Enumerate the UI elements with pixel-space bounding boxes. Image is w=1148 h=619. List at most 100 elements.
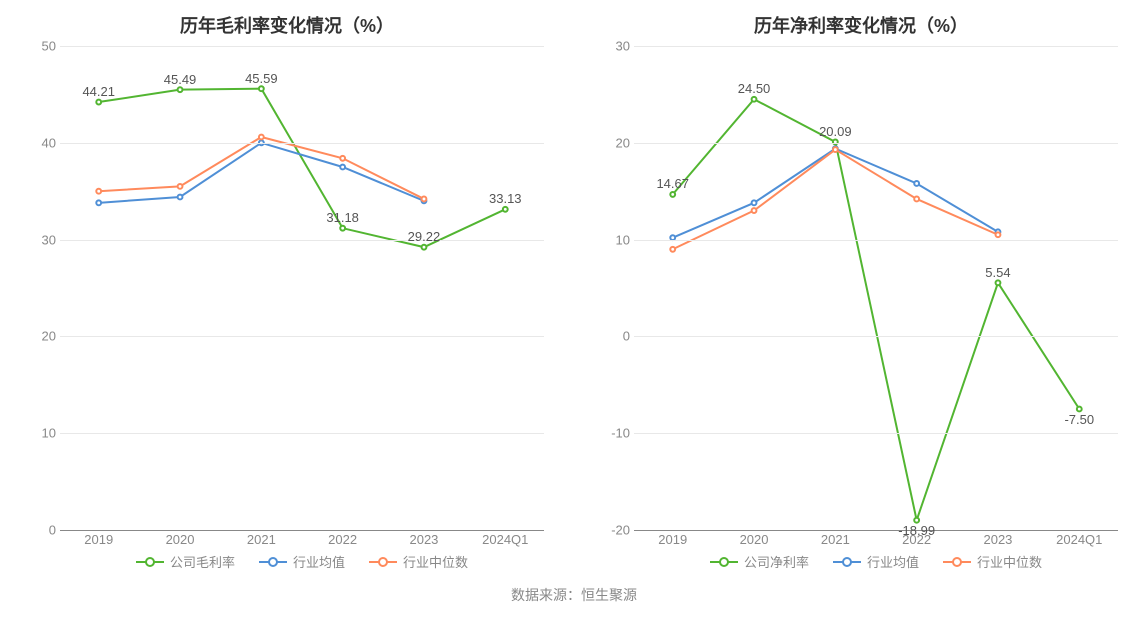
y-tick-label: 10 [20,426,56,441]
x-axis: 201920202021202220232024Q1 [60,532,544,552]
legend-marker-icon [136,556,164,568]
legend-marker-icon [369,556,397,568]
series-marker-company_gross [422,245,427,250]
y-tick-label: 30 [20,232,56,247]
series-line-industry_avg [99,143,424,203]
legend-item-company_net[interactable]: 公司净利率 [710,552,809,571]
legend-marker-icon [943,556,971,568]
legend-item-industry_avg[interactable]: 行业均值 [259,552,345,571]
x-tick-label: 2020 [740,532,769,547]
data-label: 45.49 [164,72,197,87]
x-axis-baseline [634,530,1118,531]
y-tick-label: 50 [20,39,56,54]
data-label: 14.67 [656,176,689,191]
y-tick-label: 0 [20,523,56,538]
series-marker-industry_avg [96,200,101,205]
series-line-industry_median [673,150,998,250]
series-marker-industry_median [178,184,183,189]
charts-container: 历年毛利率变化情况（%） 01020304050 201920202021202… [0,0,1148,619]
grid-line [60,433,544,434]
grid-line [60,240,544,241]
right-y-axis: -20-100102030 [594,46,630,530]
y-tick-label: 40 [20,135,56,150]
series-marker-company_net [670,192,675,197]
data-label: 33.13 [489,191,522,206]
left-plot-area: 01020304050 201920202021202220232024Q144… [60,46,544,530]
data-source-label: 数据来源：恒生聚源 [0,579,1148,619]
grid-line [634,433,1118,434]
left-svg [60,46,544,530]
series-marker-industry_median [996,232,1001,237]
series-marker-industry_median [833,147,838,152]
right-chart-panel: 历年净利率变化情况（%） -20-100102030 2019202020212… [574,0,1148,579]
series-marker-company_net [1077,407,1082,412]
data-label: 44.21 [82,84,115,99]
x-tick-label: 2023 [409,532,438,547]
legend-item-industry_median[interactable]: 行业中位数 [943,552,1042,571]
data-label: 5.54 [985,265,1010,280]
data-label: 45.59 [245,71,278,86]
data-label: 20.09 [819,124,852,139]
grid-line [60,336,544,337]
right-plot-area: -20-100102030 201920202021202220232024Q1… [634,46,1118,530]
x-tick-label: 2021 [247,532,276,547]
x-tick-label: 2020 [166,532,195,547]
x-tick-label: 2023 [983,532,1012,547]
legend-item-industry_avg[interactable]: 行业均值 [833,552,919,571]
series-line-company_gross [99,89,506,247]
legend-marker-icon [710,556,738,568]
left-chart-title: 历年毛利率变化情况（%） [10,0,564,46]
legend-marker-icon [259,556,287,568]
x-axis: 201920202021202220232024Q1 [634,532,1118,552]
series-marker-industry_median [422,197,427,202]
legend-item-industry_median[interactable]: 行业中位数 [369,552,468,571]
series-marker-industry_median [259,135,264,140]
y-tick-label: 0 [594,329,630,344]
series-marker-company_gross [96,100,101,105]
legend-label: 行业中位数 [403,552,468,571]
series-marker-company_net [752,97,757,102]
x-tick-label: 2019 [658,532,687,547]
series-line-industry_median [99,137,424,199]
series-marker-company_gross [259,86,264,91]
series-line-industry_avg [673,149,998,238]
series-marker-industry_median [752,208,757,213]
series-marker-industry_avg [340,165,345,170]
series-marker-industry_avg [178,195,183,200]
data-label: -18.99 [898,523,935,538]
y-tick-label: 20 [20,329,56,344]
legend-label: 行业均值 [293,552,345,571]
legend-label: 公司毛利率 [170,552,235,571]
series-marker-industry_median [340,156,345,161]
legend-item-company_gross[interactable]: 公司毛利率 [136,552,235,571]
x-tick-label: 2021 [821,532,850,547]
series-marker-industry_avg [914,181,919,186]
series-marker-industry_median [914,197,919,202]
x-tick-label: 2024Q1 [482,532,528,547]
left-y-axis: 01020304050 [20,46,56,530]
series-marker-industry_median [96,189,101,194]
legend-label: 行业中位数 [977,552,1042,571]
y-tick-label: -10 [594,426,630,441]
legend-label: 行业均值 [867,552,919,571]
legend-label: 公司净利率 [744,552,809,571]
series-marker-company_net [996,280,1001,285]
series-marker-industry_avg [752,200,757,205]
y-tick-label: 10 [594,232,630,247]
grid-line [60,46,544,47]
data-label: 24.50 [738,81,771,96]
x-tick-label: 2024Q1 [1056,532,1102,547]
series-marker-company_gross [503,207,508,212]
grid-line [634,336,1118,337]
series-marker-industry_median [670,247,675,252]
right-svg [634,46,1118,530]
series-marker-company_gross [178,87,183,92]
charts-row: 历年毛利率变化情况（%） 01020304050 201920202021202… [0,0,1148,579]
series-line-company_net [673,99,1080,520]
data-label: 29.22 [408,229,441,244]
y-tick-label: 20 [594,135,630,150]
x-axis-baseline [60,530,544,531]
y-tick-label: 30 [594,39,630,54]
data-label: -7.50 [1064,412,1094,427]
series-marker-company_gross [340,226,345,231]
